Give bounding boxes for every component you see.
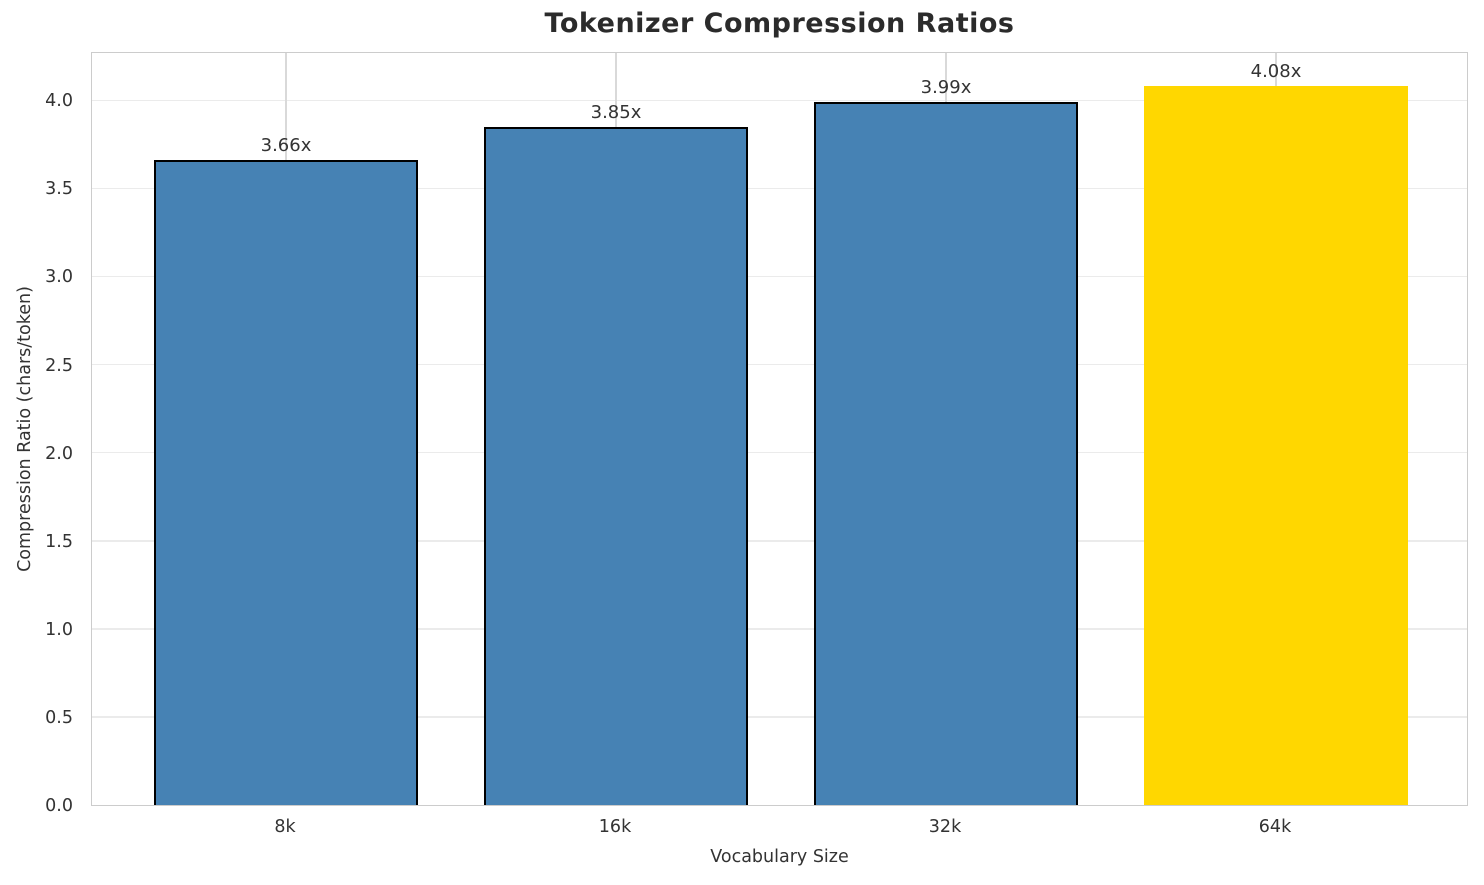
bar-value-label: 4.08x [1250, 61, 1302, 83]
y-tick-label: 4.0 [45, 91, 73, 112]
y-tick-label: 1.5 [45, 531, 73, 552]
x-axis-label: Vocabulary Size [710, 847, 849, 867]
y-tick-label: 0.0 [45, 796, 73, 816]
bar-32k [814, 102, 1078, 805]
y-tick-label: 3.5 [45, 179, 73, 200]
x-tick-label: 32k [928, 817, 962, 837]
y-tick-label: 1.0 [45, 619, 73, 640]
y-tick-label: 2.0 [45, 443, 73, 464]
x-tick-label: 8k [274, 817, 296, 837]
bar-value-label: 3.66x [260, 135, 312, 157]
y-axis-label: Compression Ratio (chars/token) [15, 286, 35, 572]
gridline-horizontal [92, 451, 1467, 454]
gridline-horizontal [92, 628, 1467, 630]
gridline-horizontal [92, 363, 1467, 366]
gridline-horizontal [92, 540, 1467, 542]
x-tick-label: 64k [1258, 817, 1292, 837]
gridline-horizontal [92, 275, 1467, 278]
bar-64k [1144, 86, 1408, 805]
bar-value-label: 3.85x [590, 101, 642, 123]
plot-area: 3.66x 3.85x 3.99x 4.08x [91, 52, 1468, 806]
y-tick-label: 2.5 [45, 355, 73, 376]
chart-title: Tokenizer Compression Ratios [544, 8, 1015, 39]
gridline-horizontal [92, 187, 1467, 190]
y-tick-label: 0.5 [45, 707, 73, 728]
x-tick-label: 16k [598, 817, 632, 837]
gridline-horizontal [92, 99, 1467, 102]
bar-value-label: 3.99x [920, 77, 972, 99]
bar-16k [484, 126, 748, 805]
bar-8k [154, 160, 418, 805]
y-tick-label: 3.0 [45, 267, 73, 288]
gridline-horizontal [92, 716, 1467, 718]
